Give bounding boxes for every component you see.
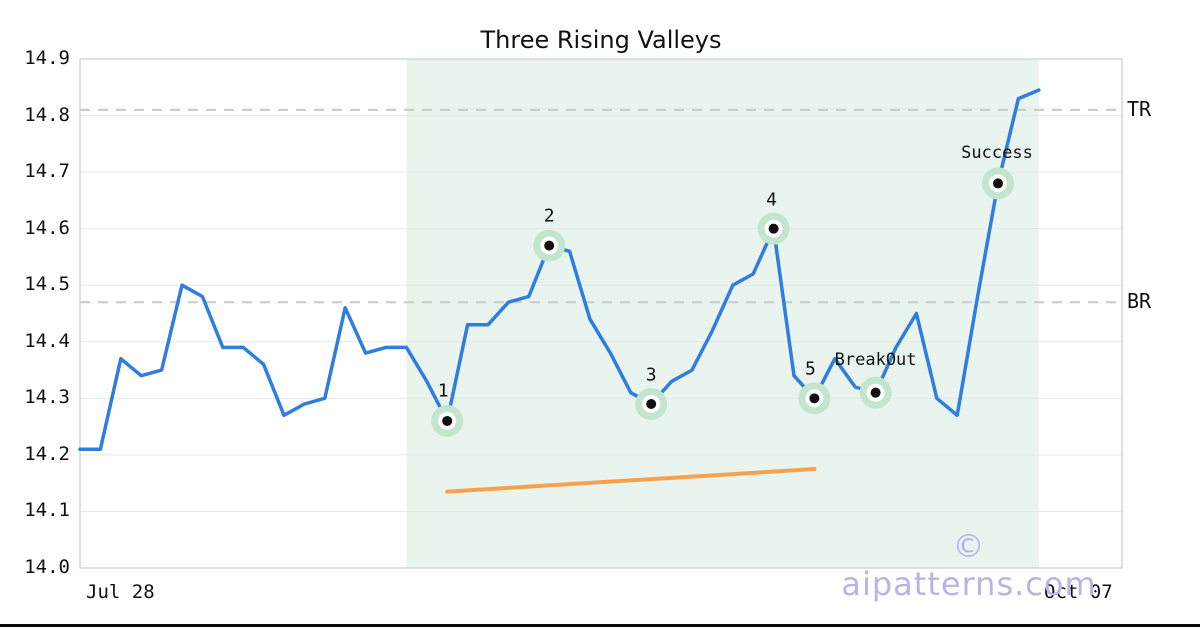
annotation-label-5: 5: [804, 358, 816, 380]
y-tick-label: 14.8: [24, 103, 70, 126]
marker-4-dot: [768, 223, 779, 234]
y-tick-label: 14.3: [24, 386, 70, 409]
top-resistance-label: TR: [1127, 96, 1152, 121]
y-tick-label: 14.5: [24, 273, 70, 296]
marker-5-dot: [809, 393, 820, 404]
plot-border: [79, 58, 1123, 569]
y-tick-label: 14.9: [24, 47, 70, 69]
annotation-label-success: Success: [961, 143, 1033, 164]
bottom-border: [0, 624, 1200, 627]
y-tick-label: 14.0: [24, 556, 70, 578]
y-tick-label: 14.7: [24, 160, 70, 183]
y-tick-label: 14.6: [24, 216, 70, 239]
annotation-label-3: 3: [645, 364, 657, 386]
bottom-resistance-label: BR: [1127, 289, 1152, 314]
chart-title: Three Rising Valleys: [480, 26, 722, 54]
x-tick-start-date: Jul 28: [86, 581, 155, 603]
valley-trendline: [445, 467, 817, 494]
x-tick-end-date: Oct 07: [1044, 581, 1113, 603]
y-tick-label: 14.4: [24, 329, 70, 352]
y-tick-label: 14.2: [24, 442, 70, 465]
pattern-region-shading: [406, 59, 1039, 568]
marker-success-dot: [993, 178, 1003, 189]
y-tick-label: 14.1: [24, 499, 70, 522]
marker-3-dot: [646, 398, 657, 409]
marker-1-dot: [442, 415, 453, 426]
annotation-label-2: 2: [543, 205, 555, 227]
annotation-label-1: 1: [437, 380, 449, 402]
annotation-label-4: 4: [766, 189, 778, 211]
marker-2-dot: [544, 240, 555, 251]
marker-breakout-dot: [870, 387, 881, 398]
watermark: © aipatterns.com: [841, 527, 1097, 603]
annotation-label-breakout: BreakOut: [834, 349, 917, 370]
